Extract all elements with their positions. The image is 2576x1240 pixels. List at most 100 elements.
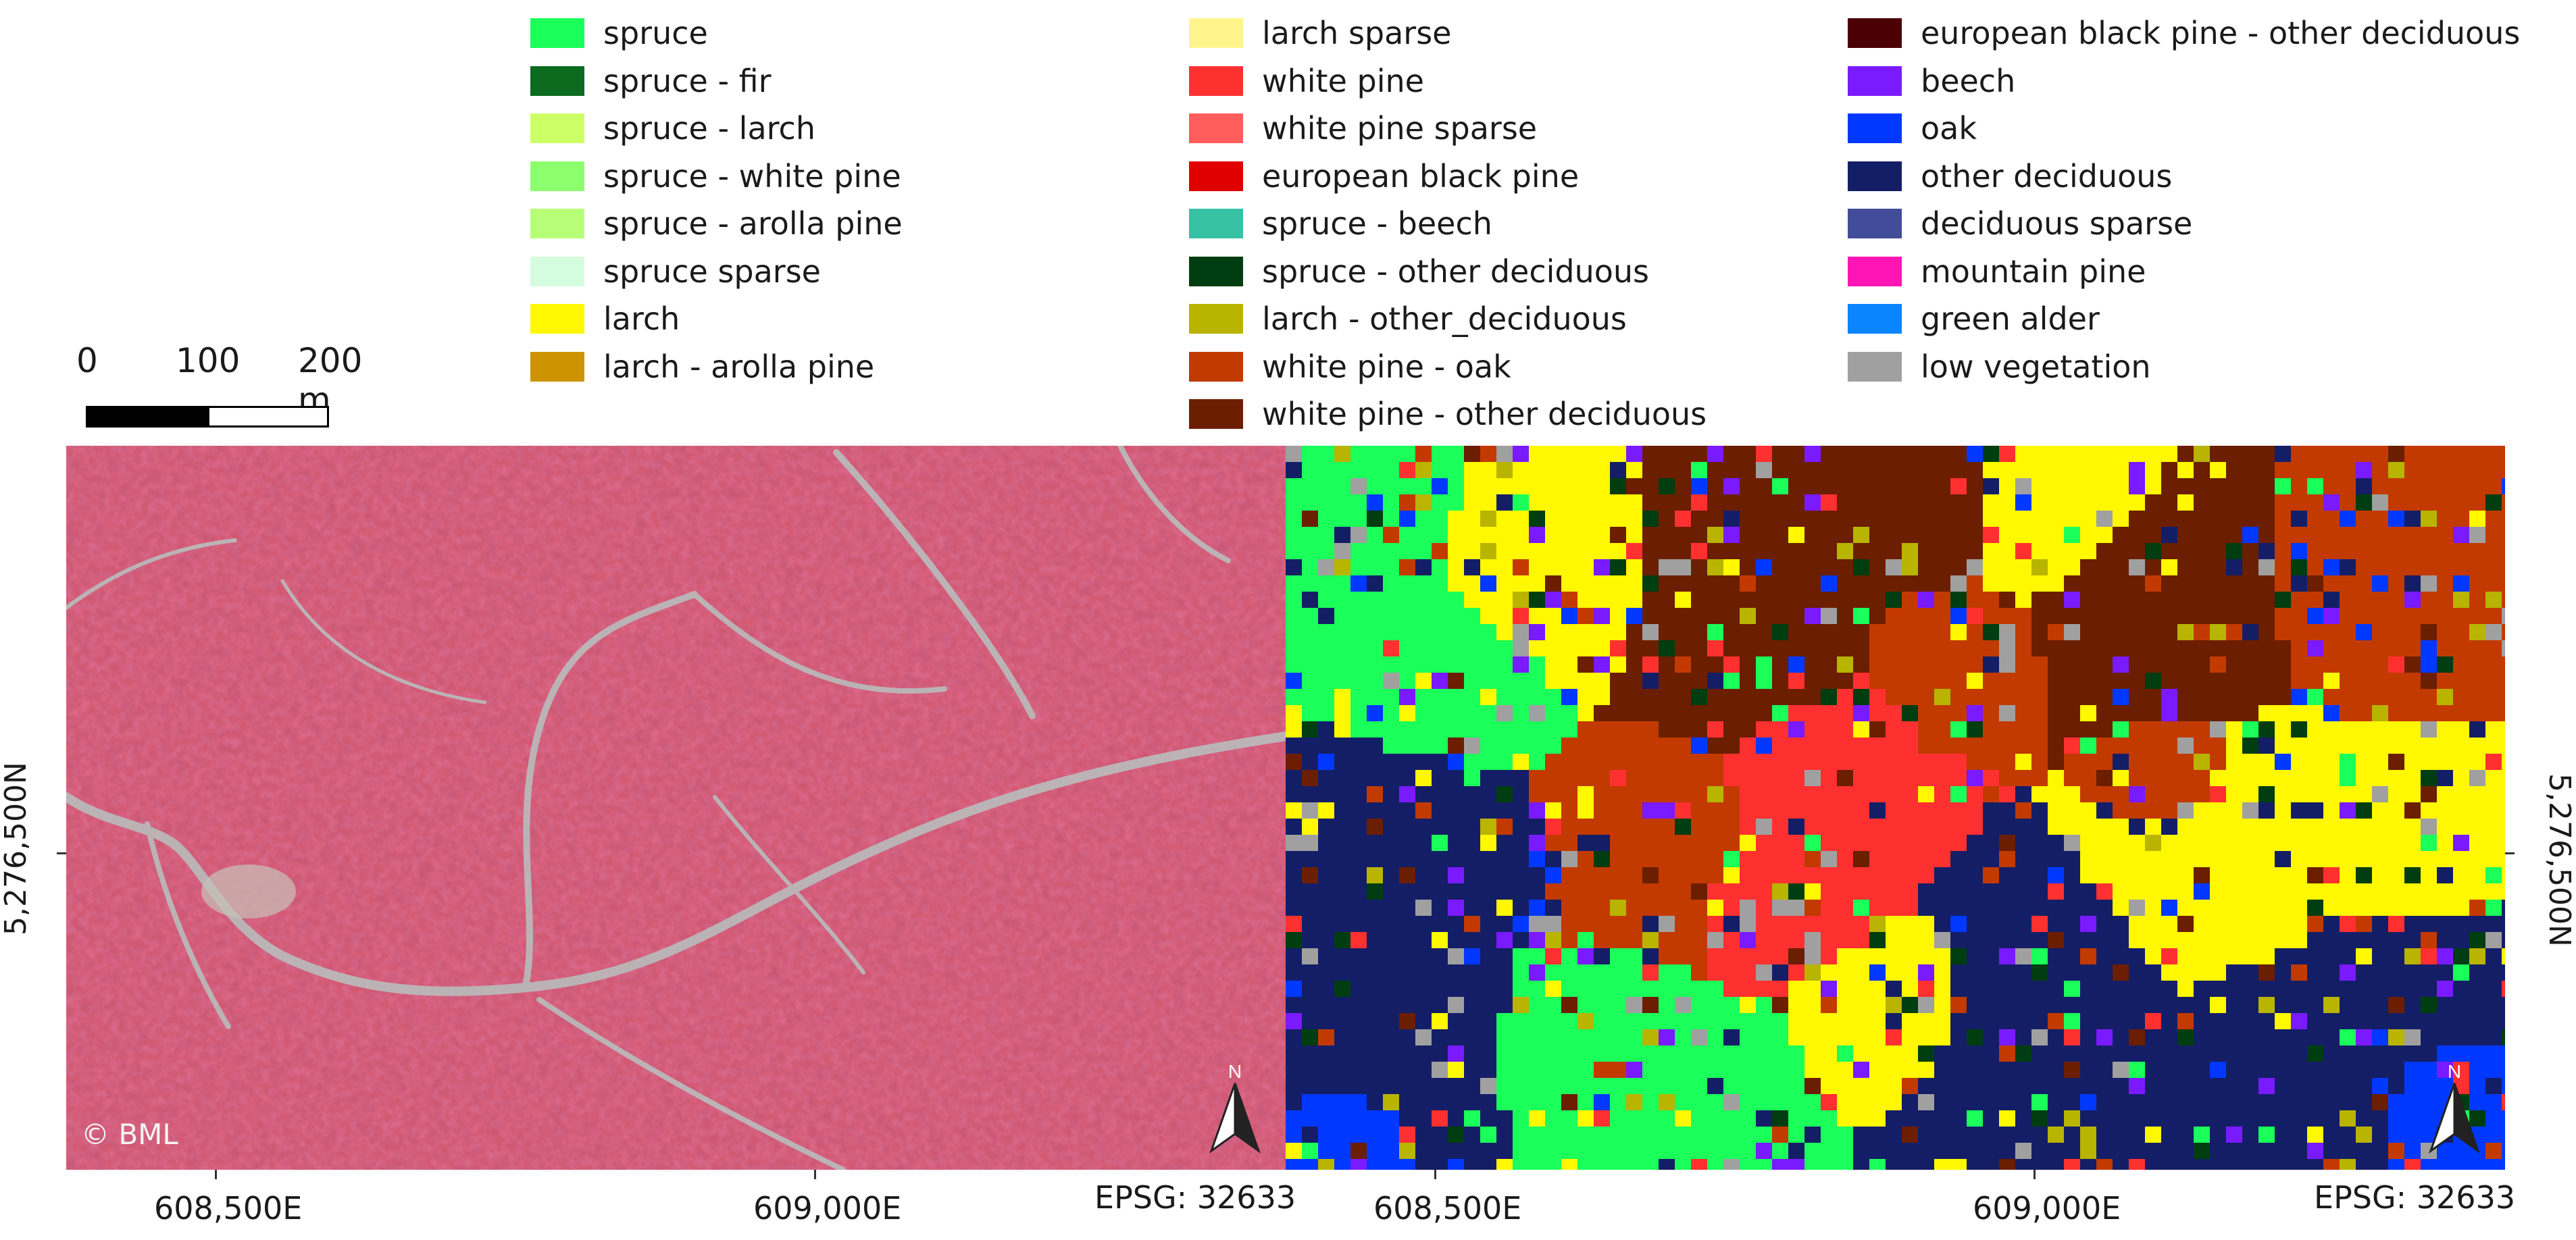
legend-label: low vegetation <box>1921 348 2151 385</box>
legend-label: larch <box>603 301 680 337</box>
y-tick-mark <box>2505 852 2515 854</box>
legend-label: spruce sparse <box>603 253 821 290</box>
legend-label: spruce - other deciduous <box>1262 253 1650 290</box>
legend-swatch <box>1848 18 1902 48</box>
legend-swatch <box>530 304 584 334</box>
legend-swatch <box>1189 256 1243 286</box>
scale-label-200: 200 m <box>298 341 363 419</box>
legend-item: deciduous sparse <box>1848 200 2192 247</box>
classification-map-panel <box>1286 446 2505 1170</box>
x-tick-label: 609,000E <box>753 1190 902 1226</box>
north-label: N <box>2448 1063 2461 1082</box>
legend-label: spruce - white pine <box>603 157 901 195</box>
legend-item: spruce - other deciduous <box>1189 248 1649 295</box>
legend-item: white pine - oak <box>1189 343 1511 390</box>
aerial-image <box>66 446 1286 1170</box>
legend-item: mountain pine <box>1848 248 2146 295</box>
legend-item: spruce - beech <box>1189 200 1492 247</box>
legend-item: spruce - larch <box>530 105 815 152</box>
legend-item: beech <box>1848 57 2015 105</box>
copyright-notice: © BML <box>81 1118 178 1151</box>
y-tick-mark <box>57 852 66 854</box>
north-arrow-icon: N <box>2417 1061 2492 1158</box>
north-arrow-icon: N <box>1198 1061 1272 1158</box>
x-tick-label: 609,000E <box>1973 1190 2121 1226</box>
legend-label: larch - arolla pine <box>603 348 875 385</box>
legend-swatch <box>1848 256 1902 286</box>
legend-label: deciduous sparse <box>1921 205 2193 242</box>
legend-label: oak <box>1921 110 1977 147</box>
legend-swatch <box>1848 304 1902 334</box>
legend-item: larch <box>530 295 680 342</box>
legend-label: white pine - oak <box>1262 348 1511 385</box>
classification-raster <box>1286 446 2505 1170</box>
scale-bar-black <box>86 406 207 428</box>
legend-item: spruce - white pine <box>530 153 901 200</box>
x-tick-mark <box>2034 1170 2036 1179</box>
x-tick-label: 608,500E <box>1373 1190 1522 1226</box>
legend-item: spruce sparse <box>530 248 821 295</box>
y-tick-label: 5,276,500N <box>2542 773 2576 947</box>
legend-item: white pine sparse <box>1189 105 1537 152</box>
legend-swatch <box>1189 209 1243 238</box>
legend-swatch <box>530 256 584 286</box>
north-label: N <box>1228 1063 1242 1082</box>
legend-label: spruce - larch <box>603 110 815 147</box>
legend-item: spruce - arolla pine <box>530 200 903 247</box>
legend-item: white pine - other deciduous <box>1189 390 1707 438</box>
legend-item: larch sparse <box>1189 9 1451 57</box>
legend-label: white pine - other deciduous <box>1262 396 1707 432</box>
legend-swatch <box>530 209 584 238</box>
legend-label: spruce - fir <box>603 62 772 99</box>
legend-label: spruce <box>603 15 708 51</box>
legend-swatch <box>530 18 584 48</box>
aerial-image-panel: © BML <box>66 446 1286 1170</box>
legend-swatch <box>1189 18 1243 48</box>
scale-label-100: 100 <box>176 341 241 380</box>
legend-swatch <box>530 113 584 143</box>
x-tick-mark <box>1434 1170 1436 1179</box>
scale-bar-white <box>207 406 329 428</box>
legend-swatch <box>530 66 584 96</box>
legend-label: beech <box>1921 62 2016 99</box>
legend-item: green alder <box>1848 295 2100 342</box>
legend-label: white pine sparse <box>1262 110 1538 147</box>
legend-swatch <box>1189 161 1243 191</box>
legend-label: spruce - arolla pine <box>603 205 903 242</box>
legend-item: spruce <box>530 9 708 57</box>
legend-swatch <box>1189 113 1243 143</box>
epsg-label: EPSG: 32633 <box>1094 1179 1296 1216</box>
legend-item: white pine <box>1189 57 1424 105</box>
x-tick-mark <box>215 1170 217 1179</box>
legend-label: white pine <box>1262 62 1424 99</box>
legend-label: larch sparse <box>1262 15 1452 51</box>
legend-swatch <box>1189 351 1243 382</box>
legend-swatch <box>1848 66 1902 96</box>
legend-swatch <box>530 161 584 191</box>
forest-roads <box>66 446 1286 1170</box>
legend-swatch <box>1189 399 1243 429</box>
legend-item: larch - other_deciduous <box>1189 295 1627 342</box>
legend-item: oak <box>1848 105 1977 152</box>
scale-label-0: 0 <box>76 341 98 380</box>
legend-swatch <box>1189 304 1243 334</box>
scale-bar: 0 100 200 m <box>71 341 362 429</box>
legend-label: green alder <box>1921 301 2100 337</box>
legend-swatch <box>530 351 584 382</box>
legend-swatch <box>1848 113 1902 143</box>
legend-label: european black pine <box>1262 157 1580 195</box>
legend-label: other deciduous <box>1921 157 2173 195</box>
legend-label: larch - other_deciduous <box>1262 301 1627 337</box>
y-tick-label: 5,276,500N <box>0 762 33 935</box>
legend-item: other deciduous <box>1848 153 2172 200</box>
legend-swatch <box>1189 66 1243 96</box>
raster-cells <box>1286 446 2505 1170</box>
legend-item: european black pine <box>1189 153 1579 200</box>
legend-label: spruce - beech <box>1262 205 1492 242</box>
legend-swatch <box>1848 209 1902 238</box>
legend-item: larch - arolla pine <box>530 343 874 390</box>
legend-swatch <box>1848 161 1902 191</box>
legend-item: spruce - fir <box>530 57 772 105</box>
legend-swatch <box>1848 351 1902 382</box>
legend-label: european black pine - other deciduous <box>1921 15 2521 51</box>
